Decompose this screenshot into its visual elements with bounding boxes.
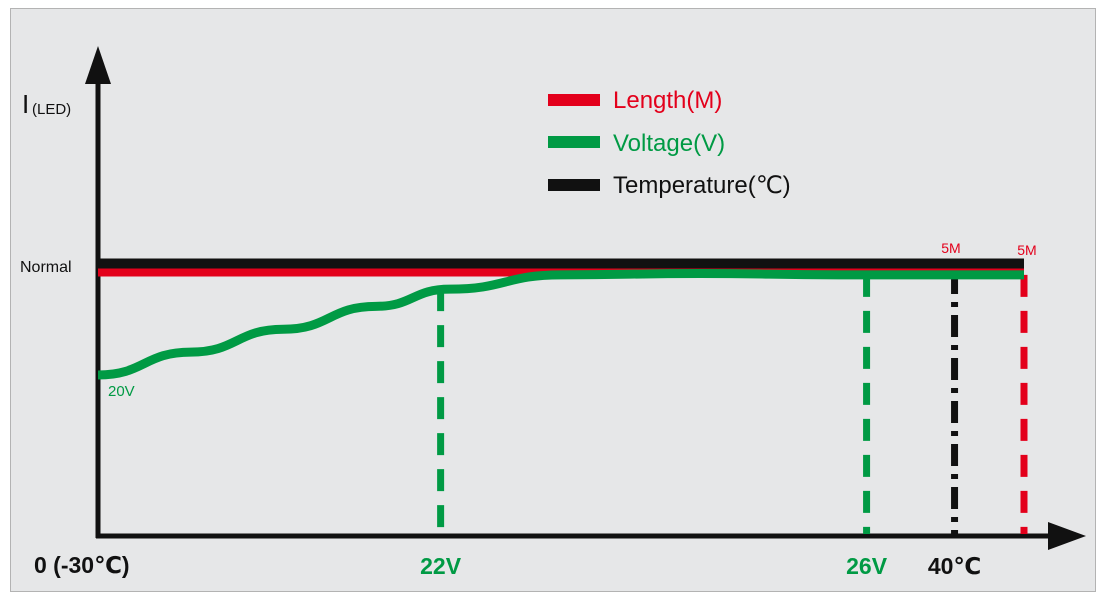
y-axis-label: I — [22, 89, 29, 119]
marker-label-2: 40℃ — [928, 553, 981, 579]
legend: Length(M) Voltage(V) Temperature(℃) — [548, 87, 791, 199]
plot-layer: 22V 26V 40℃ 20V 5M 5M — [97, 240, 1037, 579]
x-origin-label: 0 (-30℃) — [34, 552, 130, 578]
x-axis-arrow — [1048, 522, 1086, 550]
series-temperature-end-label: 5M — [941, 240, 960, 256]
legend-label-length: Length(M) — [613, 87, 722, 114]
marker-label-1: 26V — [846, 553, 888, 579]
legend-swatch-length — [548, 94, 600, 106]
legend-swatch-temperature — [548, 179, 600, 191]
y-axis-label-sub: (LED) — [32, 101, 71, 118]
legend-swatch-voltage — [548, 136, 600, 148]
legend-label-voltage: Voltage(V) — [613, 130, 725, 157]
series-length-end-label: 5M — [1017, 242, 1036, 258]
y-axis-arrow — [85, 46, 111, 84]
marker-label-0: 22V — [420, 553, 462, 579]
y-level-label: Normal — [20, 259, 72, 276]
series-voltage-line — [97, 268, 1024, 380]
series-voltage-start-label: 20V — [108, 383, 135, 400]
legend-label-temperature: Temperature(℃) — [613, 172, 791, 199]
